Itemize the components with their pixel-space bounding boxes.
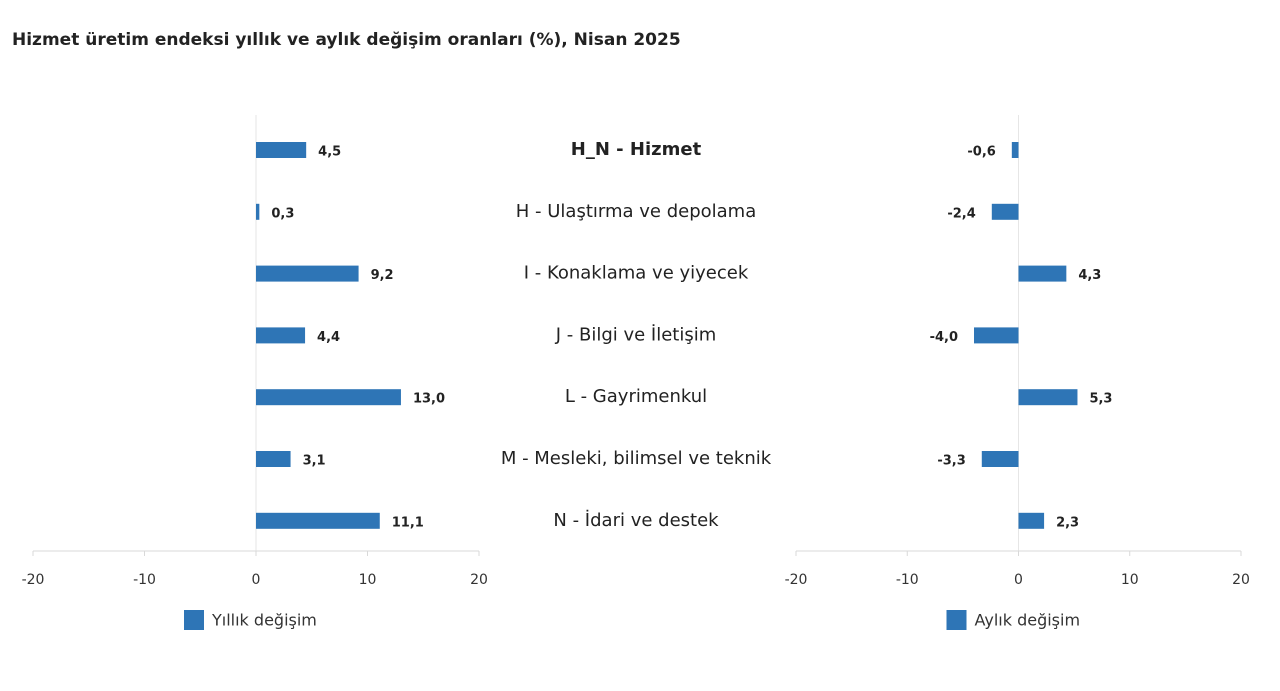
chart-title: Hizmet üretim endeksi yıllık ve aylık de… <box>12 30 681 50</box>
bar <box>256 142 307 158</box>
x-tick-label: 20 <box>470 572 488 588</box>
value-label: 9,2 <box>371 268 394 283</box>
bar <box>1018 265 1067 282</box>
legend-swatch <box>184 610 204 630</box>
value-label: 5,3 <box>1089 392 1112 407</box>
x-tick-label: 10 <box>1121 572 1139 588</box>
legend-label: Yıllık değişim <box>211 611 317 630</box>
category-label: M - Mesleki, bilimsel ve teknik <box>501 448 772 469</box>
bar <box>1018 512 1045 529</box>
x-tick-label: -10 <box>133 572 156 588</box>
value-label: 3,1 <box>303 454 326 469</box>
category-label: N - İdari ve destek <box>553 510 719 531</box>
category-label: J - Bilgi ve İletişim <box>555 324 717 345</box>
category-label: H_N - Hizmet <box>571 139 702 160</box>
bar <box>981 451 1019 467</box>
x-tick-label: 20 <box>1232 572 1250 588</box>
bar <box>256 512 380 529</box>
value-label: 4,3 <box>1078 268 1101 283</box>
bar <box>256 389 401 406</box>
legend-label: Aylık değişim <box>975 611 1081 630</box>
category-label: H - Ulaştırma ve depolama <box>516 201 756 222</box>
legend-swatch <box>946 610 967 630</box>
value-label: 11,1 <box>392 515 424 530</box>
category-label: I - Konaklama ve yiyecek <box>524 263 749 284</box>
bar <box>974 327 1019 344</box>
value-label: 4,5 <box>318 145 341 160</box>
value-label: -0,6 <box>967 145 995 160</box>
bar <box>256 327 306 344</box>
x-tick-label: -20 <box>22 572 45 588</box>
value-label: -2,4 <box>947 206 975 221</box>
bar <box>256 265 359 282</box>
bar <box>1018 389 1078 406</box>
bar <box>256 451 291 467</box>
value-label: 4,4 <box>317 330 340 345</box>
bar <box>256 203 260 220</box>
value-label: -4,0 <box>930 330 958 345</box>
value-label: 2,3 <box>1056 515 1079 530</box>
value-label: 13,0 <box>413 392 445 407</box>
x-tick-label: 0 <box>1014 572 1023 588</box>
x-tick-label: 10 <box>359 572 377 588</box>
x-tick-label: -20 <box>785 572 808 588</box>
value-label: 0,3 <box>271 206 294 221</box>
x-tick-label: 0 <box>252 572 261 588</box>
x-tick-label: -10 <box>896 572 919 588</box>
value-label: -3,3 <box>937 454 965 469</box>
bar <box>1011 142 1019 158</box>
category-label: L - Gayrimenkul <box>565 386 707 407</box>
bar <box>991 203 1019 220</box>
